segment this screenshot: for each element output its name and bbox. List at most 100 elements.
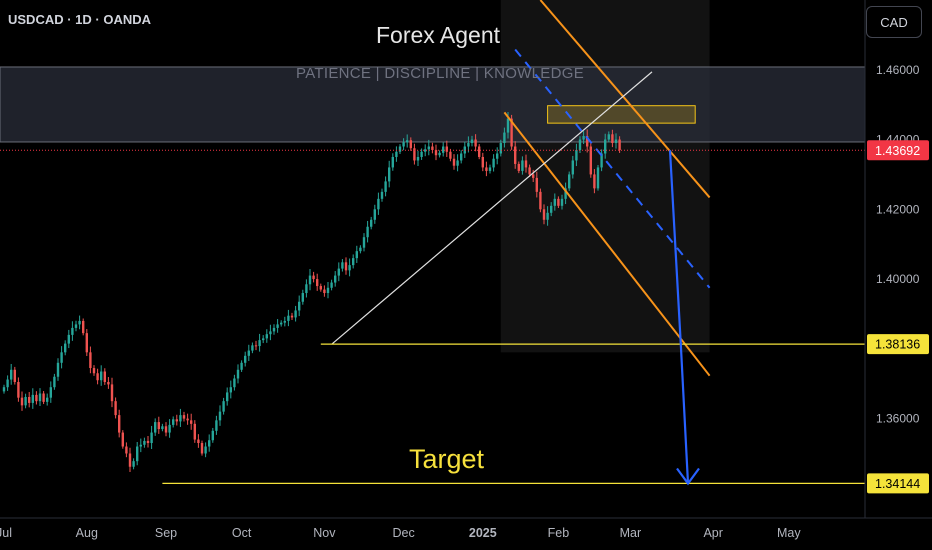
candle-body xyxy=(344,262,348,271)
candle-body xyxy=(438,152,441,156)
candle-body xyxy=(100,371,103,381)
time-tick-label: 2025 xyxy=(469,526,497,540)
candle xyxy=(294,305,297,322)
candle-body xyxy=(582,136,585,140)
current-price-badge xyxy=(867,140,929,161)
candle-body xyxy=(420,151,423,157)
time-axis: Jul Aug Sep Oct Nov Dec 2025 Feb Mar Apr May xyxy=(0,517,932,540)
candle-body xyxy=(488,167,492,171)
candle-body xyxy=(82,320,85,334)
target-label: Target xyxy=(409,444,485,474)
candle xyxy=(611,129,614,148)
candle-body xyxy=(564,188,567,199)
candle xyxy=(136,441,139,466)
candle-body xyxy=(222,401,225,412)
candle-body xyxy=(20,397,24,406)
candle xyxy=(233,374,236,391)
candle xyxy=(596,165,600,191)
candle-body xyxy=(373,209,376,220)
candle xyxy=(244,351,247,367)
candle xyxy=(301,289,304,305)
rising-trendline xyxy=(331,71,653,345)
candle-body xyxy=(146,440,150,444)
time-tick-label: Apr xyxy=(703,526,722,540)
candle-body xyxy=(10,369,13,380)
candle-body xyxy=(560,198,564,206)
candle-body xyxy=(240,362,243,370)
candle-body xyxy=(510,118,513,147)
candle xyxy=(456,154,459,172)
candle-body xyxy=(330,282,333,288)
candle xyxy=(6,375,9,391)
currency-button[interactable]: CAD xyxy=(866,6,922,38)
price-tick-label: 1.40000 xyxy=(876,272,920,286)
candle-body xyxy=(6,379,9,388)
candle-body xyxy=(49,387,52,398)
candle xyxy=(532,169,535,182)
candle-body xyxy=(226,392,229,402)
candle-body xyxy=(96,373,99,381)
candle-body xyxy=(366,226,369,238)
candle xyxy=(236,364,240,384)
candle xyxy=(103,368,106,385)
candle xyxy=(398,144,402,154)
candle xyxy=(175,414,178,426)
candles xyxy=(2,111,621,472)
candle-body xyxy=(593,174,596,189)
candle-body xyxy=(301,293,304,302)
candle xyxy=(319,283,322,292)
candle xyxy=(193,420,196,443)
candle xyxy=(424,144,427,157)
level-price-badge xyxy=(867,334,929,355)
candle xyxy=(352,254,355,269)
candle-body xyxy=(244,355,247,363)
candle xyxy=(211,427,214,443)
candle-body xyxy=(143,440,146,445)
price-badge-text: 1.43692 xyxy=(875,144,920,158)
candle xyxy=(2,384,6,394)
candle xyxy=(118,409,121,438)
candle xyxy=(503,127,506,148)
candle xyxy=(478,144,481,160)
candle-body xyxy=(348,265,351,271)
candle xyxy=(182,411,186,422)
candle-body xyxy=(272,327,276,332)
candle-body xyxy=(121,432,124,447)
candle xyxy=(60,346,63,369)
candle-body xyxy=(197,439,200,444)
candle xyxy=(143,437,146,448)
candle xyxy=(499,139,502,157)
candle-body xyxy=(193,423,196,440)
time-tick-label: Aug xyxy=(76,526,98,540)
candle xyxy=(524,154,528,173)
candle-body xyxy=(341,262,344,269)
candle xyxy=(157,416,160,434)
candle xyxy=(337,262,340,282)
candle xyxy=(254,340,258,351)
candle-body xyxy=(521,160,524,171)
candle-body xyxy=(596,167,600,189)
candle-body xyxy=(269,331,272,335)
candle xyxy=(370,216,373,230)
resistance-zone xyxy=(0,66,866,143)
level-price-badge xyxy=(867,473,929,494)
candle-body xyxy=(384,181,387,192)
candle xyxy=(305,279,308,298)
candle-body xyxy=(28,396,31,403)
candle xyxy=(100,365,103,386)
candle-body xyxy=(550,205,553,213)
candle xyxy=(114,397,117,419)
candle xyxy=(247,344,250,362)
candle xyxy=(283,316,286,327)
candle-body xyxy=(136,446,139,462)
candle xyxy=(470,135,474,147)
candle xyxy=(290,312,294,321)
candle-body xyxy=(503,132,506,144)
candle-body xyxy=(485,167,488,171)
candle xyxy=(496,147,499,165)
candle xyxy=(384,176,387,197)
time-tick-label: Jul xyxy=(0,526,12,540)
candle-body xyxy=(200,443,204,454)
candle-body xyxy=(427,146,430,150)
